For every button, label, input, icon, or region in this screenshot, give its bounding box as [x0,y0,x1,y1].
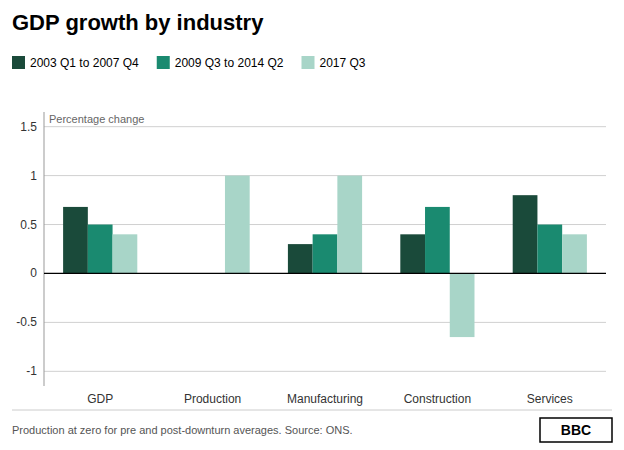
chart: GDP growth by industry 2003 Q1 to 2007 Q4… [0,0,624,450]
y-axis-line [44,112,45,386]
grid-line [44,126,606,127]
bar [113,234,138,273]
legend-label: 2017 Q3 [320,56,366,70]
logo: BBC [540,418,612,442]
y-tick-label: 0 [30,266,37,280]
grid-line [44,175,606,176]
bar [88,225,113,274]
bar [450,273,475,337]
y-tick-label: 0.5 [20,218,37,232]
x-tick-label: GDP [87,392,113,406]
legend-swatch [157,56,170,69]
bar [63,207,88,274]
y-tick-label: -1 [26,364,37,378]
bar [400,234,425,273]
legend: 2003 Q1 to 2007 Q4 2009 Q3 to 2014 Q2 2017… [12,56,366,70]
separator [12,410,612,411]
y-tick-label: 1.5 [20,120,37,134]
legend-label: 2003 Q1 to 2007 Q4 [30,56,139,70]
grid-line [44,322,606,323]
bar [225,176,250,274]
y-tick-label: -0.5 [16,315,37,329]
bar [337,176,362,274]
grid-line [44,371,606,372]
bar [562,234,587,273]
x-tick-label: Services [527,392,573,406]
y-tick-label: 1 [30,169,37,183]
bar [288,244,313,273]
bar [313,234,338,273]
footnote: Production at zero for pre and post-down… [12,424,353,436]
legend-swatch [302,56,315,69]
logo-box [540,418,612,442]
legend-swatch [12,56,25,69]
x-tick-label: Construction [404,392,471,406]
x-tick-label: Manufacturing [287,392,363,406]
y-axis-label: Percentage change [49,113,144,125]
legend-label: 2009 Q3 to 2014 Q2 [175,56,284,70]
zero-line [44,273,606,274]
x-tick-label: Production [184,392,241,406]
bar [425,207,450,274]
bars [63,176,587,337]
title: GDP growth by industry [12,10,264,35]
bar [513,195,538,273]
logo-text: BBC [561,422,591,438]
bar [537,225,562,274]
